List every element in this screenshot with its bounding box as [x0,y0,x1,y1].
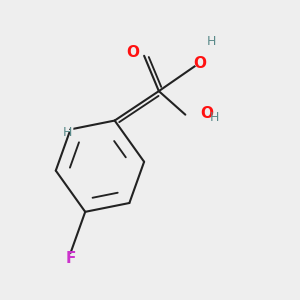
Text: H: H [61,125,74,140]
Text: O: O [192,54,208,72]
Text: H: H [63,126,72,139]
Text: O: O [200,104,215,122]
Text: O: O [126,45,139,60]
Text: O: O [125,44,140,62]
Text: F: F [64,250,76,268]
Text: O: O [200,106,213,121]
Text: O: O [194,56,207,70]
Text: F: F [65,251,76,266]
Text: H: H [207,34,217,48]
Text: H: H [206,34,218,49]
Text: H: H [210,111,220,124]
Text: H: H [208,110,221,125]
